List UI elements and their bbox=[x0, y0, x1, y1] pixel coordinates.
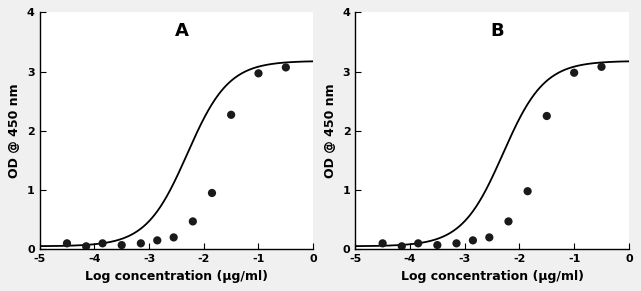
Point bbox=[136, 241, 146, 246]
Point bbox=[432, 243, 442, 247]
Y-axis label: OD @ 450 nm: OD @ 450 nm bbox=[324, 84, 337, 178]
Point bbox=[62, 241, 72, 246]
Point bbox=[152, 238, 162, 243]
Point bbox=[484, 235, 494, 240]
Point bbox=[397, 244, 407, 249]
Point bbox=[253, 71, 263, 76]
Point bbox=[596, 65, 606, 69]
Point bbox=[188, 219, 198, 224]
Y-axis label: OD @ 450 nm: OD @ 450 nm bbox=[8, 84, 21, 178]
Point bbox=[207, 191, 217, 195]
Point bbox=[226, 113, 237, 117]
Point bbox=[378, 241, 388, 246]
Point bbox=[81, 244, 91, 249]
Text: B: B bbox=[491, 22, 504, 40]
Point bbox=[281, 65, 291, 70]
Point bbox=[522, 189, 533, 194]
Text: A: A bbox=[175, 22, 189, 40]
Point bbox=[451, 241, 462, 246]
X-axis label: Log concentration (μg/ml): Log concentration (μg/ml) bbox=[85, 270, 268, 283]
Point bbox=[503, 219, 513, 224]
Point bbox=[542, 114, 552, 118]
Point bbox=[569, 70, 579, 75]
Point bbox=[97, 241, 108, 246]
Point bbox=[468, 238, 478, 243]
Point bbox=[413, 241, 423, 246]
Point bbox=[117, 243, 127, 247]
X-axis label: Log concentration (μg/ml): Log concentration (μg/ml) bbox=[401, 270, 583, 283]
Point bbox=[169, 235, 179, 240]
